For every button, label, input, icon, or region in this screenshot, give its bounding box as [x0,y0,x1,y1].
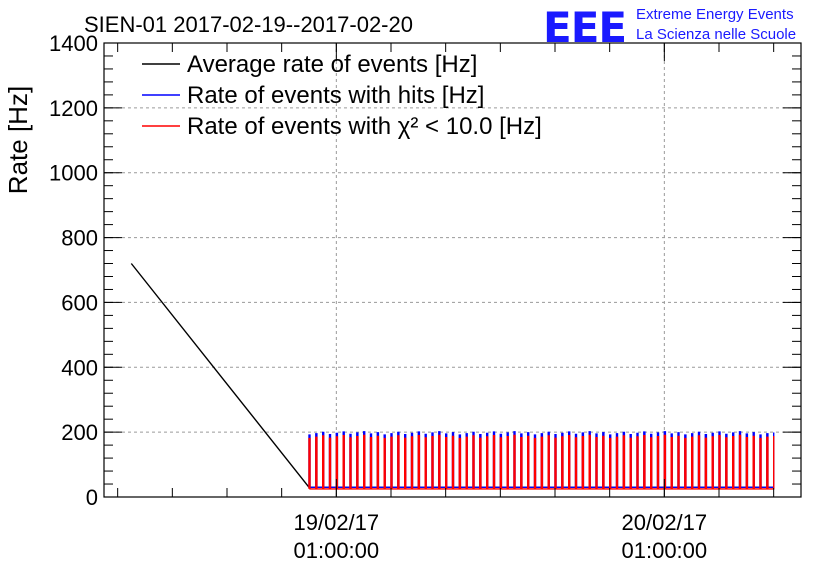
legend-label-hits: Rate of events with hits [Hz] [187,82,484,109]
y-tick-label: 600 [61,290,98,315]
legend: Average rate of events [Hz] Rate of event… [142,51,542,140]
series-chi2 [308,434,775,490]
legend-label-average: Average rate of events [Hz] [187,51,477,78]
x-axis: 19/02/17 01:00:00 20/02/17 01:00:00 [117,43,775,563]
y-tick-label: 0 [86,485,98,510]
y-axis: 0 200 400 600 800 1000 1200 1400 [49,31,801,510]
x-tick-time-label: 01:00:00 [622,538,708,563]
logo-letters: EEE [543,3,626,52]
logo-line-2: La Scienza nelle Scuole [636,26,796,43]
x-tick-date-label: 19/02/17 [294,510,380,535]
logo-line-1: Extreme Energy Events [636,6,794,23]
y-tick-label: 200 [61,420,98,445]
y-axis-label: Rate [Hz] [3,86,33,194]
x-tick-date-label: 20/02/17 [622,510,708,535]
eee-logo: EEE Extreme Energy Events La Scienza nel… [543,3,796,52]
y-tick-label: 800 [61,226,98,251]
y-tick-label: 400 [61,355,98,380]
plot-frame [103,42,802,498]
y-tick-label: 1400 [49,31,98,56]
y-tick-label: 1000 [49,161,98,186]
y-tick-label: 1200 [49,96,98,121]
chart-title: SIEN-01 2017-02-19--2017-02-20 [84,12,413,37]
grid-lines [104,43,801,497]
x-tick-time-label: 01:00:00 [294,538,380,563]
data-series [130,263,775,490]
legend-label-chi2: Rate of events with χ² < 10.0 [Hz] [187,113,542,140]
plot-border [103,42,802,498]
